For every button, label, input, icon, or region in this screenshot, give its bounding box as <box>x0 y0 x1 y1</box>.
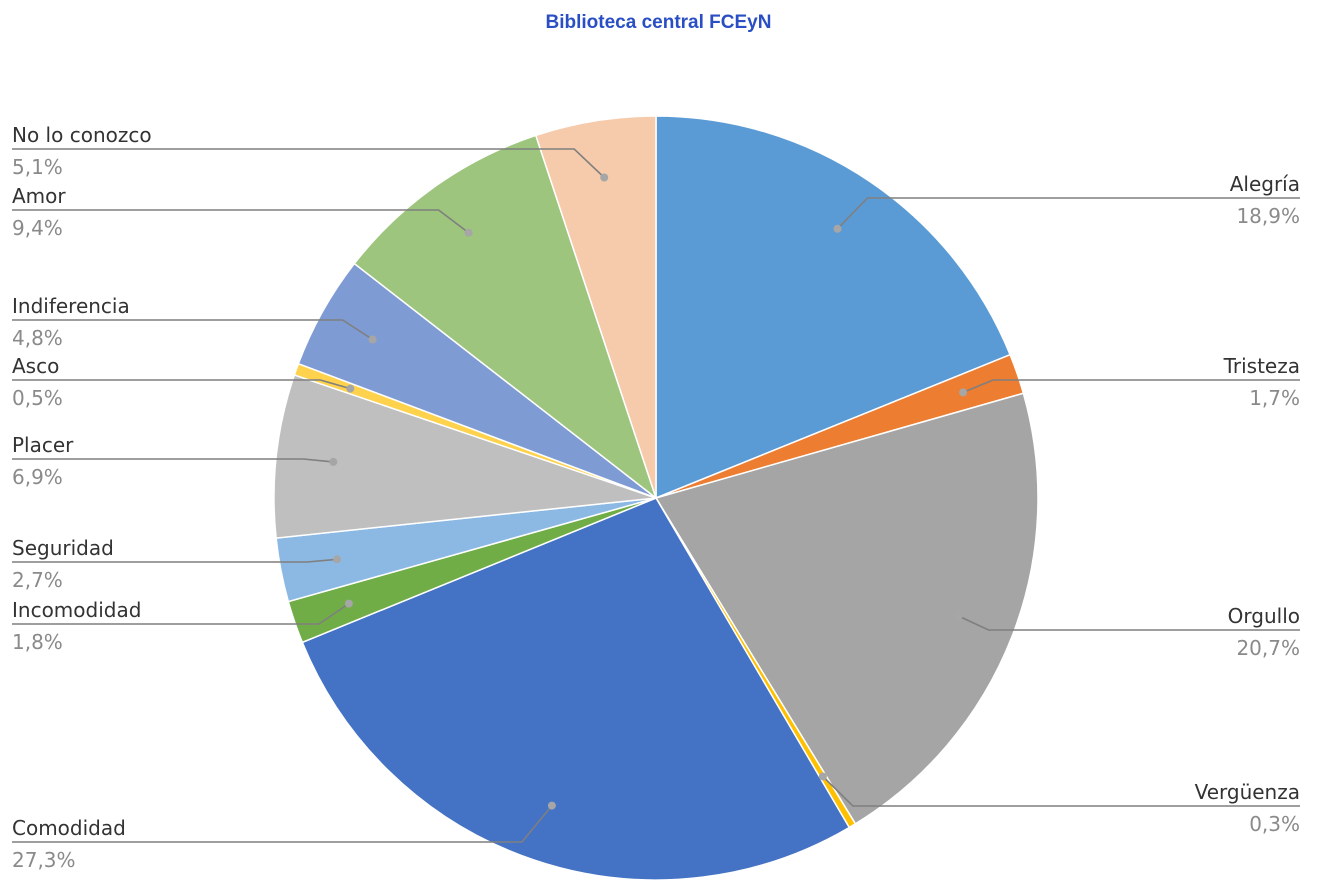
leader-dot-asco <box>346 384 355 393</box>
chart-title: Biblioteca central FCEyN <box>545 12 772 33</box>
slice-label-placer: Placer <box>12 433 74 457</box>
slice-label-amor: Amor <box>12 184 66 208</box>
slice-label-incomodidad: Incomodidad <box>12 598 141 622</box>
slice-value-label-placer: 6,9% <box>12 465 63 489</box>
leader-line-tristeza <box>962 379 1300 394</box>
leader-line-asco <box>12 379 351 390</box>
slice-value-label-amor: 9,4% <box>12 216 63 240</box>
slice-value-label-tristeza: 1,7% <box>1249 386 1300 410</box>
slice-label-verguenza: Vergüenza <box>1195 780 1300 804</box>
pie-slices <box>273 115 1039 880</box>
leader-dot-indiferencia <box>368 335 377 344</box>
leader-dot-tristeza <box>959 388 968 397</box>
slice-orgullo <box>654 392 1039 825</box>
leader-dot-no-lo-conozco <box>600 173 609 182</box>
leader-line-comodidad <box>12 805 553 843</box>
slice-no-lo-conozco <box>534 115 657 499</box>
leader-line-incomodidad <box>12 602 350 625</box>
slice-value-label-comodidad: 27,3% <box>12 848 76 872</box>
slice-label-tristeza: Tristeza <box>1223 354 1300 378</box>
leader-dot-orgullo <box>954 612 963 620</box>
slice-alegria <box>655 115 1012 500</box>
leader-dot-seguridad <box>333 555 342 564</box>
leader-line-verguenza <box>822 775 1300 807</box>
slice-value-label-verguenza: 0,3% <box>1249 812 1300 836</box>
slice-label-indiferencia: Indiferencia <box>12 294 130 318</box>
slice-comodidad <box>301 497 851 880</box>
slice-label-seguridad: Seguridad <box>12 536 114 560</box>
leader-line-indiferencia <box>12 319 374 341</box>
leader-dot-alegria <box>833 224 842 233</box>
slice-value-label-alegria: 18,9% <box>1236 204 1300 228</box>
leader-dot-comodidad <box>547 801 556 810</box>
leader-line-amor <box>12 209 470 234</box>
leader-line-placer <box>12 458 334 463</box>
leader-line-seguridad <box>12 558 338 563</box>
leader-dot-placer <box>329 457 338 466</box>
slice-value-label-asco: 0,5% <box>12 386 63 410</box>
slice-amor <box>353 134 658 501</box>
slice-labels: Alegría 18,9% Tristeza 1,7% Orgullo 20,7% Verg… <box>12 123 1300 872</box>
slice-value-label-indiferencia: 4,8% <box>12 326 63 350</box>
leader-lines <box>12 148 1300 843</box>
leader-dot-verguenza <box>818 772 827 781</box>
slice-label-orgullo: Orgullo <box>1228 604 1300 628</box>
slice-value-label-seguridad: 2,7% <box>12 568 63 592</box>
leader-line-orgullo <box>958 615 1300 631</box>
leader-dot-incomodidad <box>344 599 353 608</box>
slice-value-label-incomodidad: 1,8% <box>12 630 63 654</box>
leader-dot-amor <box>464 228 473 237</box>
slice-value-label-no-lo-conozco: 5,1% <box>12 155 63 179</box>
slice-placer <box>273 373 657 539</box>
slice-label-comodidad: Comodidad <box>12 816 126 840</box>
slice-label-alegria: Alegría <box>1230 172 1300 196</box>
leader-line-alegria <box>836 197 1300 230</box>
slice-value-label-orgullo: 20,7% <box>1236 636 1300 660</box>
slice-label-no-lo-conozco: No lo conozco <box>12 123 152 147</box>
leader-line-no-lo-conozco <box>12 148 605 179</box>
slice-label-asco: Asco <box>12 354 59 378</box>
